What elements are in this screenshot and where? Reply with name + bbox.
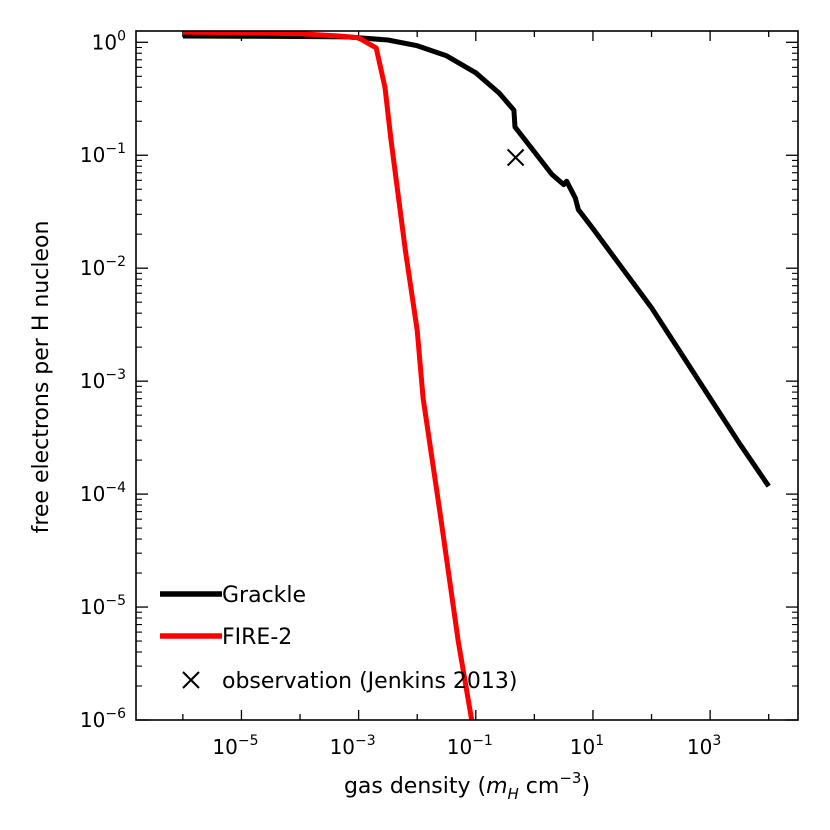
x-tick-labels: 10−5 10−3 10−1 101 103 [212,733,721,759]
x-axis-label: gas density (mH cm−3) [344,769,590,803]
y-tick-label: 10−6 [80,706,126,732]
y-tick-label: 10−3 [80,367,126,393]
axis-ticks [136,31,798,721]
y-tick-label: 100 [92,28,126,54]
x-tick-label: 10−5 [212,733,258,759]
y-tick-label: 10−4 [80,480,126,506]
plot-frame [135,30,799,721]
y-axis-label: free electrons per H nucleon [29,221,54,534]
observation-layer [506,148,525,167]
x-tick-label: 101 [570,733,604,759]
x-tick-label: 10−3 [330,733,376,759]
observation-marker [506,148,525,167]
series-line-grackle [182,33,771,488]
legend-marker-x-icon [182,671,200,689]
y-tick-label: 10−2 [80,254,126,280]
legend-label-observation: observation (Jenkins 2013) [222,669,517,694]
x-tick-label: 10−1 [447,733,493,759]
y-tick-labels: 100 10−1 10−2 10−3 10−4 10−5 10−6 [80,28,126,732]
series-layer [182,31,771,720]
series-line-fire-2 [182,31,475,720]
legend-label-grackle: Grackle [222,583,306,608]
x-tick-label: 103 [687,733,721,759]
y-tick-label: 10−1 [80,141,126,167]
legend: Grackle FIRE-2 observation (Jenkins 2013… [160,583,517,694]
y-tick-label: 10−5 [80,593,126,619]
legend-label-fire2: FIRE-2 [222,625,292,650]
